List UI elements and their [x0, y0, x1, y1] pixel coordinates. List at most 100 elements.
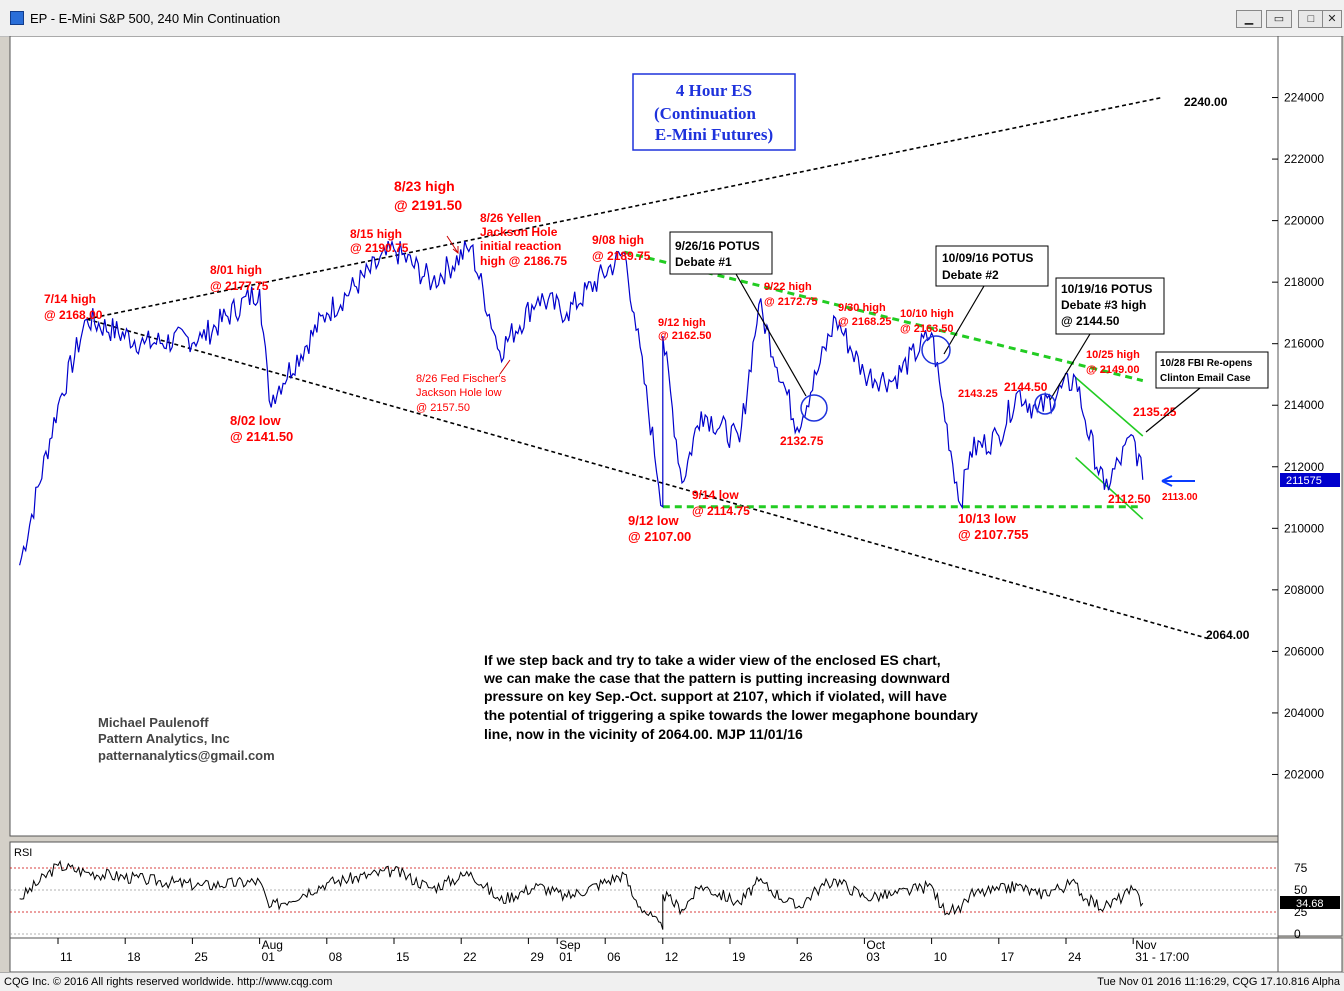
- date-tick-label: 01: [559, 950, 573, 964]
- maximize-button[interactable]: □: [1298, 10, 1324, 28]
- ann-224000: 2240.00: [1184, 95, 1228, 109]
- y-tick-label: 206000: [1284, 644, 1324, 658]
- date-tick-label: 31 - 17:00: [1135, 950, 1189, 964]
- callout-debate2-pointer: [943, 285, 985, 355]
- ann-213275: 2132.75: [780, 434, 824, 448]
- y-tick-label: 224000: [1284, 91, 1324, 105]
- ann-jul14-2: @ 2168.00: [44, 308, 103, 322]
- y-tick-labels: 202000 204000 206000 208000 210000 212000 2140…: [1284, 91, 1324, 782]
- y-tick-label: 222000: [1284, 152, 1324, 166]
- date-tick-label: 11: [60, 950, 73, 964]
- tile-button[interactable]: ▭: [1266, 10, 1292, 28]
- trendline: [86, 96, 1163, 320]
- callout-debate1-2: Debate #1: [675, 255, 732, 269]
- ann-aug26f-2: Jackson Hole low: [416, 387, 502, 399]
- date-tick-label: 03: [866, 950, 880, 964]
- y-tick-label: 204000: [1284, 706, 1324, 720]
- y-tick-label: 210000: [1284, 521, 1324, 535]
- credit-email: patternanalytics@gmail.com: [98, 748, 275, 763]
- last-price-tag: [1280, 473, 1340, 487]
- date-tick-label: 15: [396, 950, 410, 964]
- ann-aug15-1: 8/15 high: [350, 227, 402, 241]
- date-axis: [9, 937, 1279, 972]
- callout-fbi-2: Clinton Email Case: [1160, 373, 1251, 384]
- commentary-line-1: If we step back and try to take a wider …: [484, 652, 941, 668]
- ann-aug01-2: @ 2177.75: [210, 279, 269, 293]
- callout-fbi-1: 10/28 FBI Re-opens: [1160, 358, 1253, 369]
- rsi-level-label: 75: [1294, 861, 1308, 875]
- trendline: [86, 318, 1211, 640]
- last-price-value: 211575: [1286, 475, 1322, 487]
- date-tick-label: 10: [934, 950, 948, 964]
- ann-oct13-2: @ 2107.755: [958, 527, 1029, 542]
- rsi-value: 34.68: [1296, 898, 1324, 910]
- ann-aug26f-1: 8/26 Fed Fischer's: [416, 373, 507, 385]
- ann-aug26f-3: @ 2157.50: [416, 402, 470, 414]
- rsi-level-label: 50: [1294, 883, 1308, 897]
- callout-debate3-pointer: [1049, 333, 1091, 401]
- ann-sep12l-2: @ 2107.00: [628, 529, 691, 544]
- month-label: Aug: [262, 938, 283, 952]
- date-tick-labels: 11 18 25 01 08 15 22 29 01 06 12 19 26 03 10 17 24 31 - 1…: [57, 938, 1190, 964]
- close-button[interactable]: ✕: [1322, 10, 1342, 28]
- aug23-arrow: [446, 235, 459, 254]
- ann-sep08-1: 9/08 high: [592, 233, 644, 247]
- ann-jul14-1: 7/14 high: [44, 292, 96, 306]
- ann-aug26y-2: Jackson Hole: [480, 225, 558, 239]
- rsi-level-label: 0: [1294, 927, 1301, 941]
- ann-oct25-2: @ 2149.00: [1086, 364, 1140, 376]
- minimize-button[interactable]: ▁: [1236, 10, 1262, 28]
- status-copyright: CQG Inc. © 2016 All rights reserved worl…: [4, 976, 333, 988]
- status-timestamp: Tue Nov 01 2016 11:16:29, CQG 17.10.816 …: [1097, 976, 1340, 988]
- axis-corner: [1277, 937, 1343, 972]
- ann-sep12l-1: 9/12 low: [628, 513, 679, 528]
- callout-debate1: [669, 231, 773, 275]
- last-price-arrow: [1161, 475, 1195, 487]
- ann-aug23-1: 8/23 high: [394, 178, 455, 194]
- credit-company: Pattern Analytics, Inc: [98, 731, 230, 746]
- y-tick-label: 212000: [1284, 460, 1324, 474]
- title-line-2: (Continuation: [654, 104, 757, 123]
- date-tick-label: 29: [530, 950, 544, 964]
- y-tick-label: 202000: [1284, 767, 1324, 781]
- ann-aug23-2: @ 2191.50: [394, 197, 462, 213]
- ann-211250: 2112.50: [1108, 492, 1151, 506]
- commentary-line-4: the potential of triggering a spike towa…: [484, 707, 978, 723]
- aug26f-pointer: [499, 359, 511, 375]
- ann-aug15-2: @ 2190.75: [350, 241, 409, 255]
- debate3-marker: [1034, 393, 1056, 415]
- rsi-series-line: [19, 859, 1144, 930]
- y-tick-label: 216000: [1284, 337, 1324, 351]
- callout-debate1-1: 9/26/16 POTUS: [675, 239, 760, 253]
- status-bar: CQG Inc. © 2016 All rights reserved worl…: [0, 972, 1344, 991]
- date-tick-label: 25: [194, 950, 208, 964]
- ann-sep14-2: @ 2114.75: [692, 504, 750, 518]
- ann-oct10-2: @ 2163.50: [900, 323, 954, 335]
- ann-sep30-2: @ 2168.25: [838, 316, 892, 328]
- ann-aug26y-1: 8/26 Yellen: [480, 211, 541, 225]
- ann-sep22-2: @ 2172.75: [764, 296, 818, 308]
- ann-sep12h-2: @ 2162.50: [658, 330, 712, 342]
- rsi-label: RSI: [14, 847, 32, 859]
- chart-canvas[interactable]: 202000 204000 206000 208000 210000 212000 2140…: [0, 36, 1344, 972]
- callout-debate3-1: 10/19/16 POTUS: [1061, 282, 1152, 296]
- date-tick-label: 19: [732, 950, 746, 964]
- commentary-line-5: line, now in the vicinity of 2064.00. MJ…: [484, 726, 803, 742]
- date-tick-label: 18: [127, 950, 141, 964]
- ann-214450: 2144.50: [1004, 380, 1048, 394]
- date-tick-label: 12: [665, 950, 679, 964]
- price-series-line: [19, 239, 1144, 566]
- callout-debate1-pointer: [735, 273, 807, 397]
- date-tick-label: 26: [799, 950, 813, 964]
- ann-aug01-1: 8/01 high: [210, 263, 262, 277]
- callout-fbi: [1155, 351, 1269, 389]
- commentary-line-3: pressure on key Sep.-Oct. support at 210…: [484, 688, 947, 704]
- app-icon: [10, 11, 24, 25]
- credit-name: Michael Paulenoff: [98, 715, 209, 730]
- rsi-value-tag: [1280, 896, 1340, 909]
- ann-214325: 2143.25: [958, 388, 998, 400]
- y-tick-label: 214000: [1284, 398, 1324, 412]
- ann-sep22-1: 9/22 high: [764, 281, 812, 293]
- month-label: Sep: [559, 938, 581, 952]
- callout-fbi-pointer: [1145, 387, 1201, 433]
